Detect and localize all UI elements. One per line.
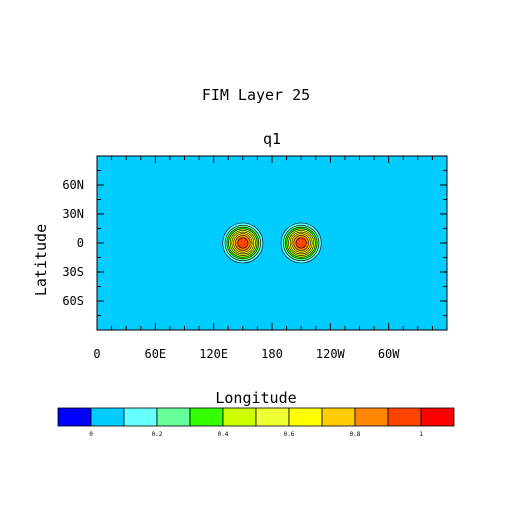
y-axis-label: Latitude xyxy=(32,224,50,296)
colorbar-swatch xyxy=(387,407,422,427)
x-tick-label: 120E xyxy=(199,347,228,361)
x-tick-label: 180 xyxy=(261,347,283,361)
blob-1 xyxy=(222,222,264,264)
blob-2 xyxy=(280,222,322,264)
colorbar-label: 0.6 xyxy=(284,431,295,438)
y-tick-label: 30S xyxy=(62,265,84,279)
colorbar-label: 1 xyxy=(419,431,423,438)
y-tick-label: 30N xyxy=(62,207,84,221)
colorbar: 0 0.2 0.4 0.6 0.8 1 xyxy=(57,407,455,438)
colorbar-swatch xyxy=(420,407,455,427)
colorbar-label: 0 xyxy=(89,431,93,438)
chart-title: FIM Layer 25 xyxy=(202,86,310,104)
x-tick-label: 60W xyxy=(378,347,400,361)
y-tick-label: 60S xyxy=(62,294,84,308)
colorbar-swatch xyxy=(255,407,290,427)
colorbar-swatch xyxy=(90,407,125,427)
axes: 0 60E 120E 180 120W 60W 60N 30N 0 30S 60S xyxy=(62,155,448,361)
contour-band-9 xyxy=(295,237,307,249)
colorbar-label: 0.8 xyxy=(350,431,361,438)
colorbar-swatch xyxy=(321,407,356,427)
x-axis-label: Longitude xyxy=(215,389,296,407)
colorbar-swatch xyxy=(57,407,92,427)
x-tick-label: 0 xyxy=(93,347,100,361)
y-tick-label: 60N xyxy=(62,178,84,192)
colorbar-label: 0.2 xyxy=(152,431,163,438)
colorbar-swatch xyxy=(189,407,224,427)
plot-background xyxy=(97,156,447,330)
contour-band-9 xyxy=(237,237,249,249)
x-tick-label: 120W xyxy=(316,347,346,361)
colorbar-swatch xyxy=(354,407,389,427)
colorbar-swatch xyxy=(123,407,158,427)
colorbar-swatch xyxy=(288,407,323,427)
plot-area xyxy=(97,156,447,330)
colorbar-swatch xyxy=(156,407,191,427)
y-tick-label: 0 xyxy=(77,236,84,250)
colorbar-label: 0.4 xyxy=(218,431,229,438)
x-tick-label: 60E xyxy=(144,347,166,361)
chart-subtitle: q1 xyxy=(263,130,281,148)
colorbar-swatch xyxy=(222,407,257,427)
